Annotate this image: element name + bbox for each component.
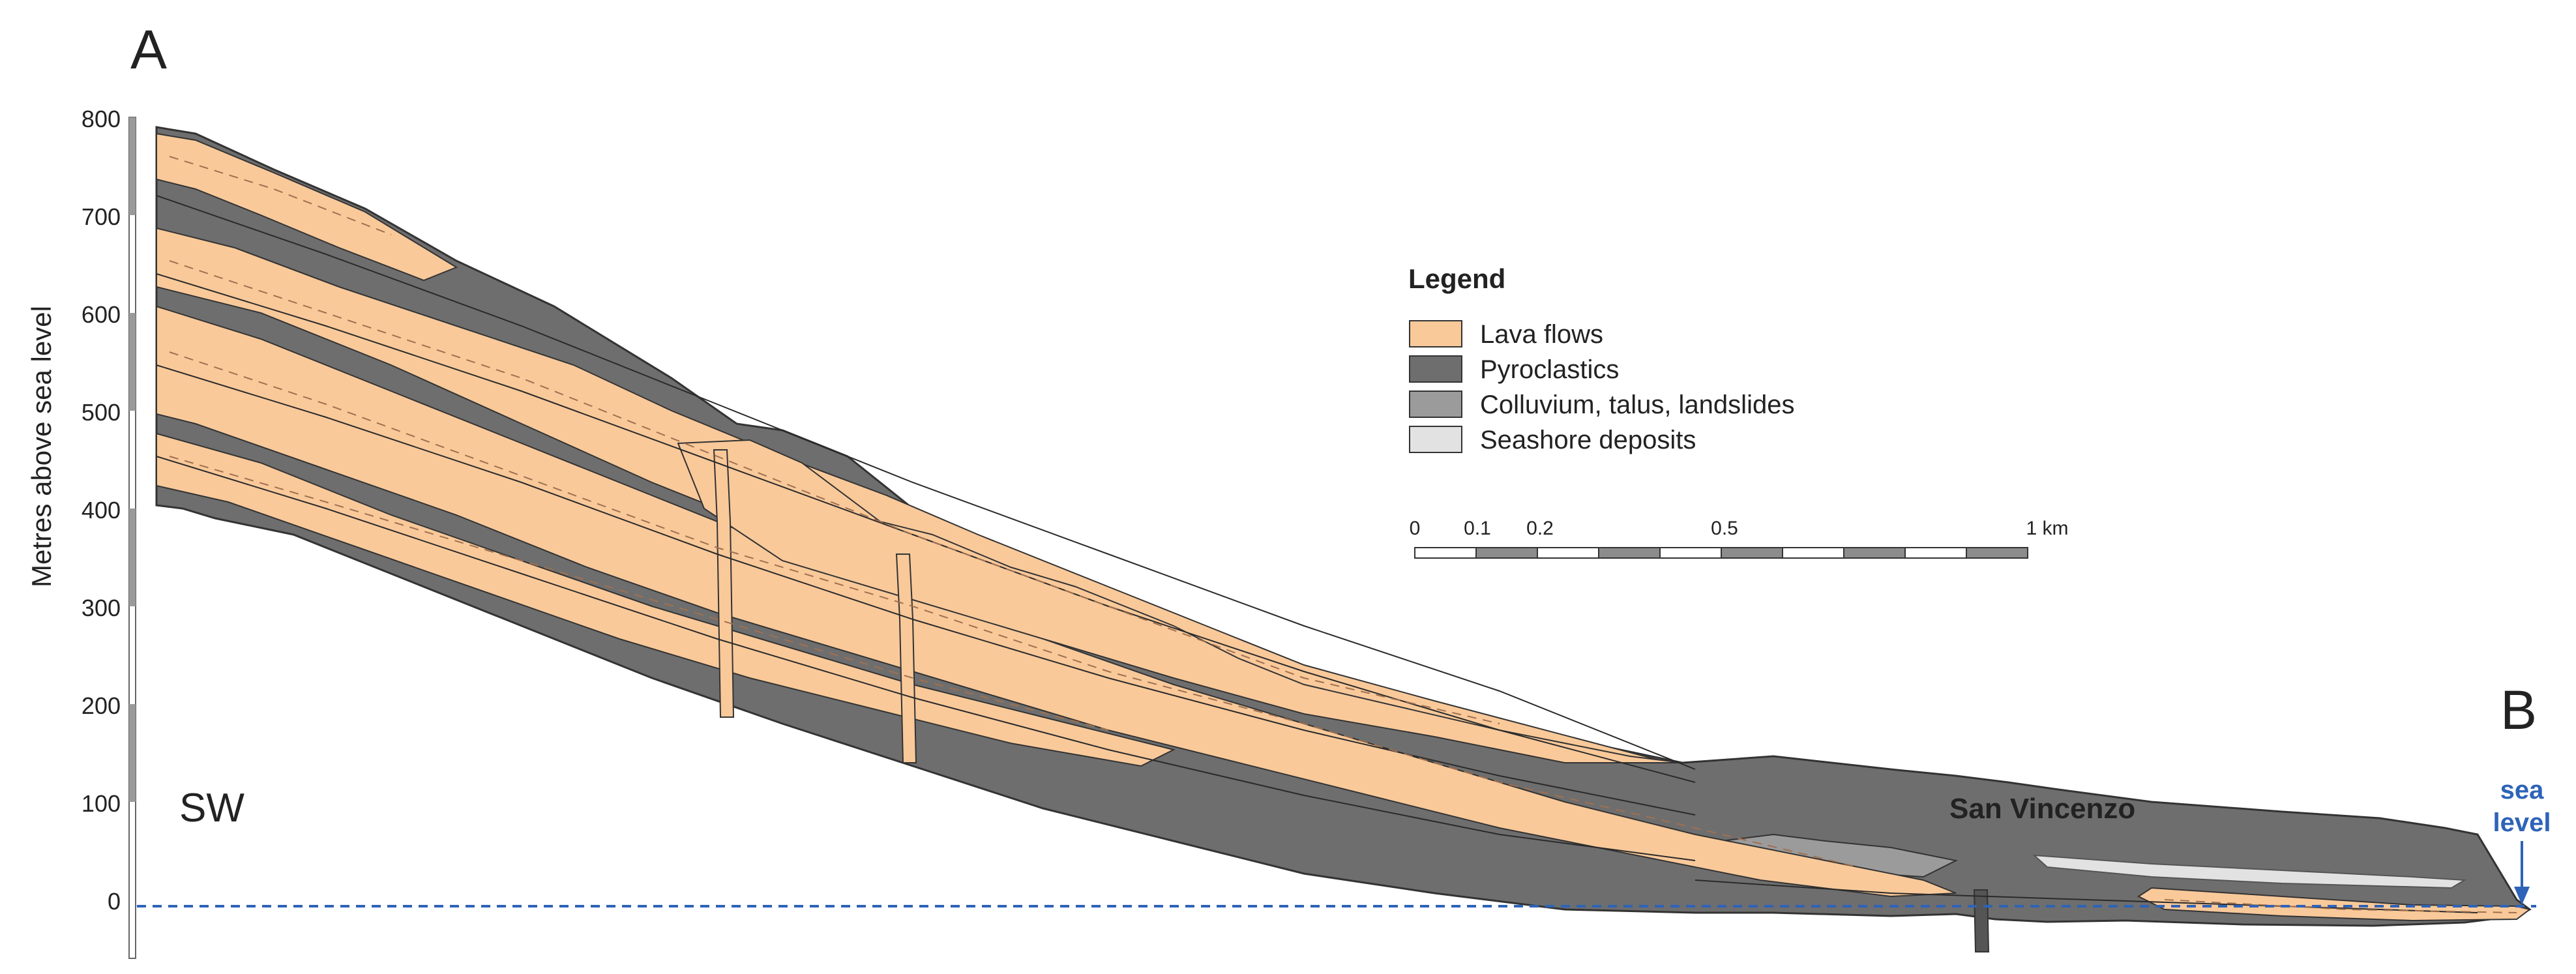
y-axis-bar-segment — [129, 313, 136, 411]
legend-swatch-seashore — [1409, 426, 1462, 453]
y-axis: 800 700 600 500 400 300 200 100 0 Metres… — [26, 106, 136, 959]
scale-bar-segment — [1598, 547, 1661, 559]
y-axis-title: Metres above sea level — [26, 306, 57, 587]
scale-bar-segment — [1659, 547, 1722, 559]
sea-level-marker: sea level — [2493, 776, 2551, 905]
scale-label: 1 km — [2026, 518, 2068, 539]
y-axis-bar-segment — [129, 509, 136, 606]
scale-bar-segment — [1966, 547, 2028, 559]
legend-swatch-lava — [1409, 320, 1462, 347]
stratigraphic-lines — [156, 195, 2478, 913]
direction-label: SW — [179, 786, 244, 831]
scale-bar-segment — [1843, 547, 1906, 559]
scale-bar-segment — [1475, 547, 1538, 559]
y-tick-label: 300 — [81, 595, 121, 621]
y-tick-label: 700 — [81, 203, 121, 230]
y-tick-label: 800 — [81, 106, 121, 132]
scale-label: 0.1 — [1464, 518, 1491, 539]
y-tick-label: 200 — [81, 692, 121, 719]
scale-bar-segment — [1537, 547, 1599, 559]
y-tick-label: 600 — [81, 301, 121, 328]
scale-label: 0.2 — [1526, 518, 1554, 539]
y-axis-bar-segment — [129, 704, 136, 802]
legend-swatch-pyroclastics — [1409, 355, 1462, 383]
legend-swatch-colluvium — [1409, 391, 1462, 418]
cross-section-body — [155, 126, 2532, 952]
seashore-deposit — [2032, 854, 2467, 889]
scale-label: 0 — [1410, 518, 1421, 539]
section-end-label: B — [2500, 679, 2537, 741]
scale-bar-segment — [1782, 547, 1844, 559]
y-axis-bar-segment — [129, 117, 136, 215]
y-tick-label: 500 — [81, 399, 121, 426]
sea-level-arrow-head — [2514, 887, 2530, 905]
scale-bar: 0 0.1 0.2 0.5 1 km — [1410, 518, 2069, 559]
y-tick-label: 100 — [81, 790, 121, 817]
legend: Legend Lava flows Pyroclastics Colluvium… — [1408, 263, 1794, 454]
town-label: San Vincenzo — [1949, 793, 2135, 825]
lava-flow-dashes — [169, 156, 2517, 913]
legend-item-label: Colluvium, talus, landslides — [1480, 391, 1794, 419]
legend-item-label: Seashore deposits — [1480, 426, 1696, 454]
scale-label: 0.5 — [1711, 518, 1738, 539]
legend-item-label: Pyroclastics — [1480, 355, 1619, 384]
y-tick-label: 400 — [81, 497, 121, 524]
legend-item-label: Lava flows — [1480, 320, 1603, 349]
scale-bar-segment — [1414, 547, 1477, 559]
y-tick-label: 0 — [108, 888, 121, 915]
sea-level-label: level — [2493, 808, 2551, 837]
section-start-label: A — [130, 19, 167, 80]
legend-title: Legend — [1408, 263, 1505, 294]
sea-level-label: sea — [2500, 776, 2544, 804]
feeder-dyke — [1973, 889, 1990, 952]
lava-flow — [156, 132, 458, 282]
scale-bar-segment — [1721, 547, 1783, 559]
scale-bar-segment — [1904, 547, 1967, 559]
feeder-dyke — [713, 449, 735, 718]
